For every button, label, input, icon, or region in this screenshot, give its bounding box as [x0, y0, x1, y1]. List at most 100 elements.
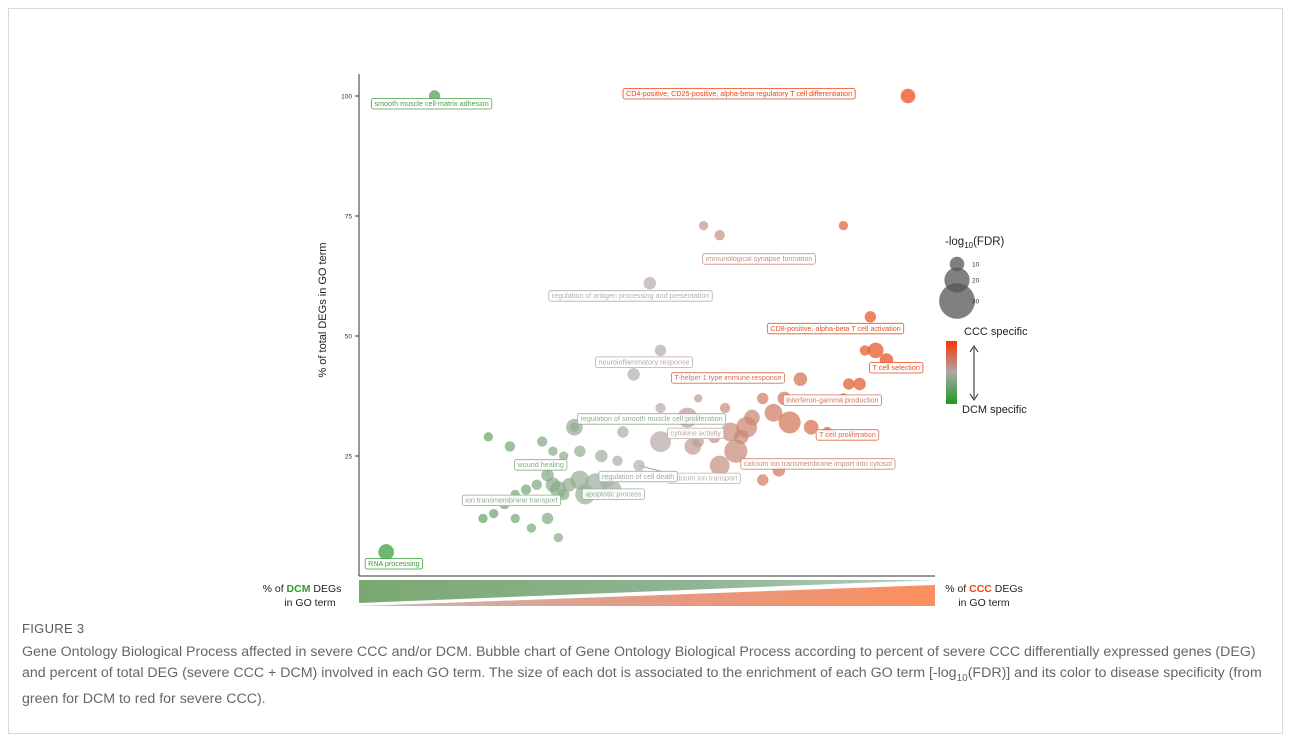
bubble	[803, 419, 819, 435]
bubble	[553, 532, 563, 543]
bubble	[778, 411, 801, 434]
bubble-label: RNA processing	[364, 558, 424, 570]
bubble-label-text: ion transmembrane transport	[465, 496, 557, 505]
bubble	[541, 512, 554, 525]
bubble-label: apoptotic process	[581, 488, 645, 500]
bubble-label: regulation of smooth muscle cell prolife…	[577, 413, 727, 425]
bubble-label-box	[595, 356, 694, 368]
bubble-label: wound healing	[514, 459, 568, 471]
bubble-label-text: apoptotic process	[585, 489, 642, 498]
bubble	[867, 342, 884, 359]
color-legend-top: CCC specific	[964, 326, 1028, 338]
bubble-label-box	[869, 362, 924, 374]
bubble-label-box	[548, 290, 713, 302]
bubble-label-text: calcium ion transmembrane import into cy…	[744, 459, 893, 468]
bubble	[900, 88, 916, 104]
bubble-label: smooth muscle cell-matrix adhesion	[371, 98, 493, 110]
bubble	[684, 438, 702, 455]
bubble	[536, 436, 548, 447]
bubble-label-box	[671, 372, 785, 384]
color-legend: CCC specific DCM specific	[946, 326, 1028, 416]
bubble-label: CD4-positive, CD25-positive, alpha-beta …	[622, 88, 856, 100]
dcm-gradient-wedge	[359, 580, 935, 603]
y-tick-label: 75	[345, 214, 353, 221]
bubble	[478, 513, 488, 524]
y-tick-label: 50	[345, 334, 353, 341]
bubble-label-box	[815, 429, 880, 441]
y-ticks: 25 50 75 100	[341, 94, 359, 461]
bubble-label-box	[461, 494, 561, 507]
bubble	[719, 402, 731, 414]
bubble	[714, 230, 725, 241]
bubble-label-box	[514, 459, 568, 471]
bubble	[378, 544, 394, 560]
figure-frame	[8, 8, 1283, 734]
bubble-label-box	[364, 558, 424, 570]
size-legend: -log10(FDR) 10 20 30	[939, 236, 1005, 319]
bubble-label-text: T-helper 1 type immune response	[674, 373, 781, 382]
color-legend-bar	[946, 341, 957, 404]
bubble	[838, 220, 849, 231]
bubble	[633, 459, 645, 472]
bubble-label-text: wound healing	[517, 460, 564, 469]
ccc-gradient-wedge	[359, 585, 935, 606]
bubble	[736, 416, 758, 438]
bubble	[548, 446, 558, 456]
bubble	[643, 276, 656, 290]
bubble-label-text: smooth muscle cell-matrix adhesion	[375, 99, 489, 108]
bubble	[520, 484, 532, 495]
bubble-label-text: neuroinflammatory response	[599, 357, 690, 366]
x-label-ccc: % of CCC DEGs	[945, 583, 1023, 595]
bubble-label: calcium ion transport	[667, 472, 741, 485]
bubble-label: CD8-positive, alpha-beta T cell activati…	[766, 322, 905, 335]
bubble	[574, 445, 586, 457]
bubble-label-text: calcium ion transport	[671, 474, 737, 483]
bubble-label-box	[622, 88, 856, 100]
color-legend-bottom: DCM specific	[962, 404, 1027, 416]
size-legend-bubble	[949, 256, 965, 272]
bubble	[569, 422, 580, 432]
figure-label: FIGURE 3	[22, 621, 85, 636]
bubble-label-box	[577, 413, 727, 425]
bubble	[654, 344, 667, 357]
bubble	[559, 451, 569, 461]
x-label-ccc-line2: in GO term	[958, 597, 1010, 609]
bubble	[617, 426, 629, 438]
bubble-label-text: regulation of smooth muscle cell prolife…	[580, 414, 722, 423]
bubble-label-box	[667, 427, 725, 440]
bubble	[698, 220, 709, 231]
bubble-label-box	[598, 470, 678, 483]
bubble-label-box	[740, 458, 896, 470]
bubble-label-box	[371, 98, 493, 110]
size-legend-title: -log10(FDR)	[945, 236, 1005, 250]
bubble	[504, 441, 516, 452]
bubble	[595, 449, 608, 463]
size-legend-label: 10	[972, 262, 980, 269]
bubble	[612, 455, 623, 466]
x-label-dcm: % of DCM DEGs	[263, 583, 342, 595]
size-legend-label: 20	[972, 278, 980, 285]
bubble-label-text: interferon-gamma production	[786, 395, 878, 404]
size-legend-bubble	[939, 283, 975, 319]
y-axis-label: % of total DEGs in GO term	[317, 242, 329, 377]
bubble	[764, 403, 783, 422]
bubble	[709, 455, 730, 476]
bubble-label-text: regulation of antigen processing and pre…	[552, 291, 709, 300]
bubble-label-text: cytokine activity	[671, 429, 722, 438]
size-legend-label: 30	[972, 299, 980, 306]
bubble-chart: 25 50 75 100 % of total DEGs in GO term smo…	[263, 74, 1028, 609]
bubble	[483, 432, 494, 442]
bubble-label-text: CD4-positive, CD25-positive, alpha-beta …	[626, 89, 852, 98]
bubble-label: immunological synapse formation	[702, 253, 816, 265]
bubble-label-box	[702, 253, 816, 265]
y-tick-label: 100	[341, 94, 352, 101]
bubble	[864, 311, 877, 323]
bubble	[793, 372, 808, 386]
bubble	[510, 513, 520, 524]
bubble-label: interferon-gamma production	[782, 394, 882, 406]
bubble-label: cytokine activity	[667, 427, 725, 440]
bubble-label: T cell proliferation	[815, 429, 880, 441]
bubble	[655, 402, 666, 414]
bubble	[545, 477, 561, 493]
bubble-labels: smooth muscle cell-matrix adhesion CD4-po…	[364, 88, 924, 570]
